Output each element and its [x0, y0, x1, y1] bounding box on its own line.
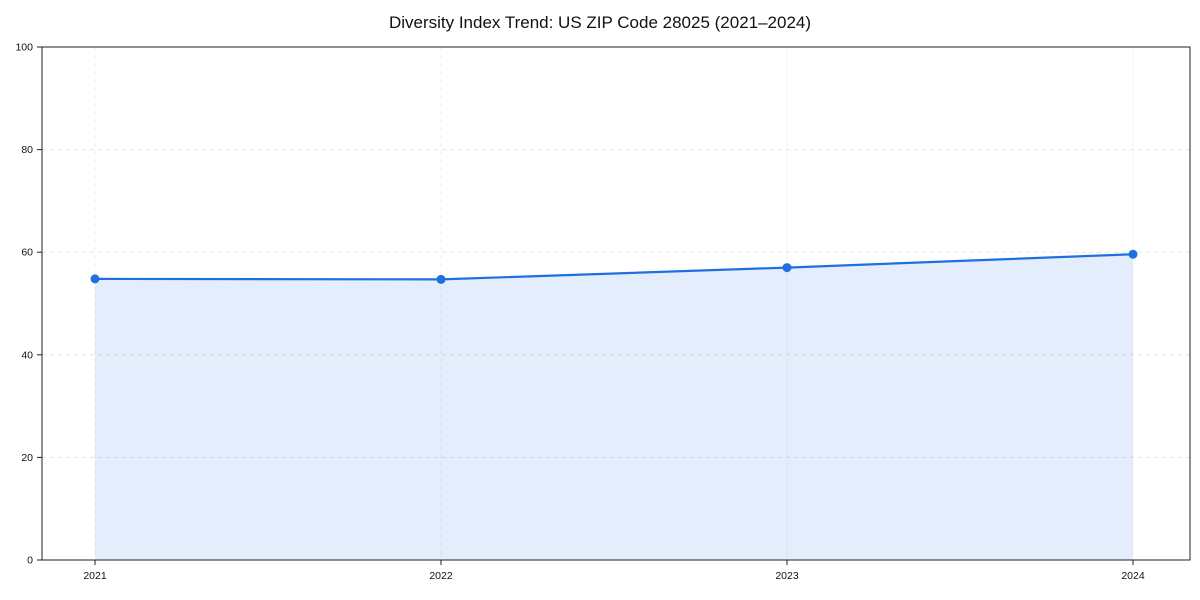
x-axis-tick-label: 2023 [775, 570, 799, 582]
y-axis-tick-label: 0 [27, 555, 33, 567]
y-axis-tick-label: 100 [15, 42, 33, 54]
data-point [436, 274, 446, 284]
chart-title: Diversity Index Trend: US ZIP Code 28025… [388, 13, 812, 32]
data-point [90, 274, 100, 284]
data-point [782, 263, 792, 273]
x-axis-tick-label: 2022 [429, 570, 453, 582]
area-fill [95, 254, 1133, 560]
y-axis-tick-label: 40 [21, 349, 33, 361]
x-axis-tick-label: 2024 [1121, 570, 1145, 582]
data-point [1128, 249, 1138, 259]
x-axis-tick-label: 2021 [83, 570, 107, 582]
y-axis-tick-label: 60 [21, 247, 33, 259]
y-axis-tick-label: 20 [21, 452, 33, 464]
axes-border [41, 46, 1191, 561]
y-axis-tick-label: 80 [21, 144, 33, 156]
trend-line [93, 253, 1135, 281]
